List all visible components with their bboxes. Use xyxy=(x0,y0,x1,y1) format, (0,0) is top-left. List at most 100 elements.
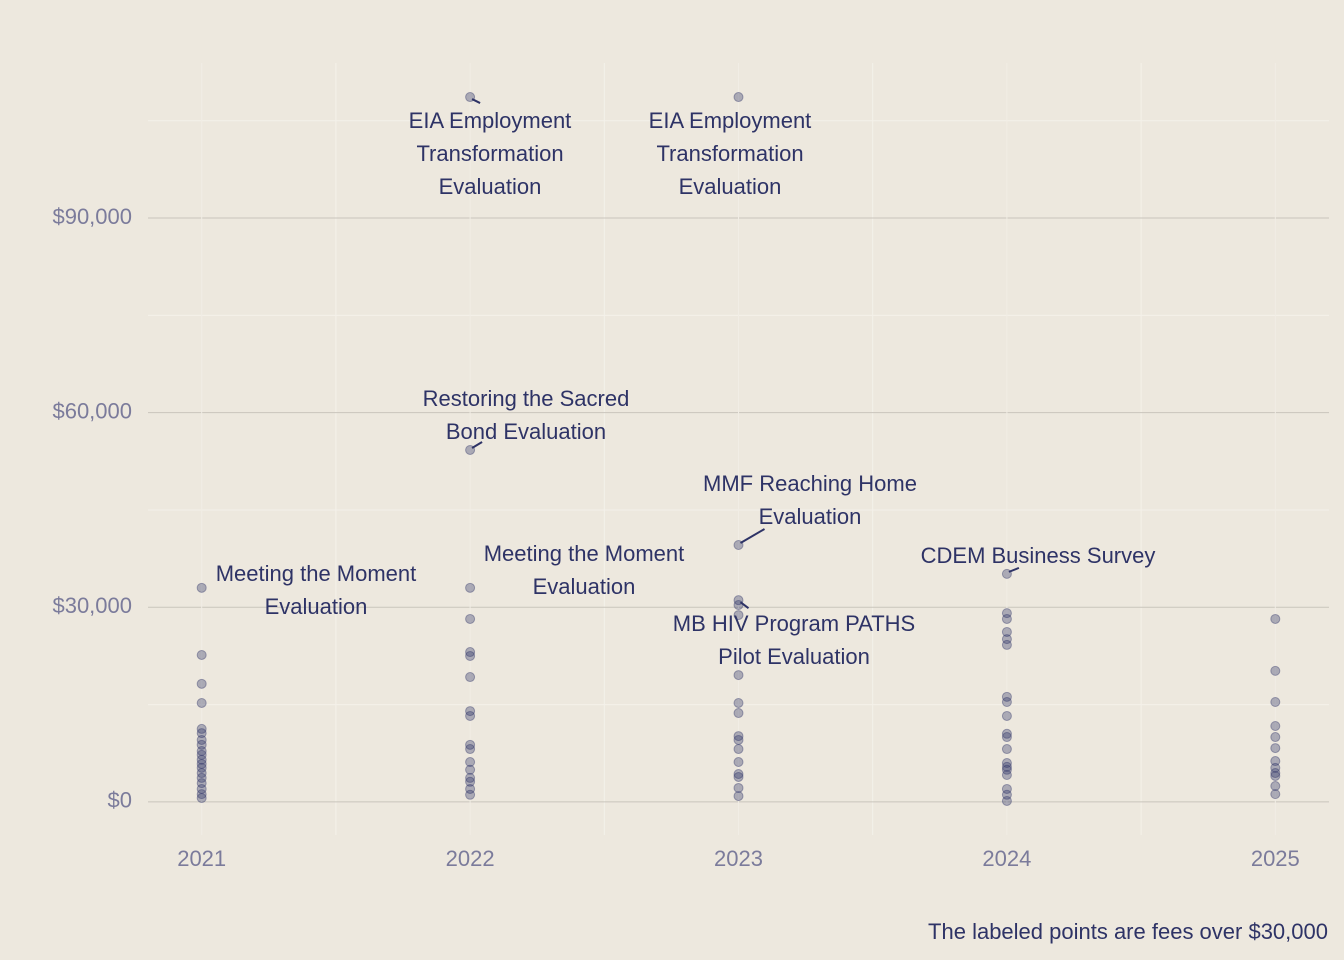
point xyxy=(465,706,476,717)
point xyxy=(733,769,744,780)
annotation: CDEM Business Survey xyxy=(920,542,1156,568)
point xyxy=(1001,789,1012,800)
point xyxy=(196,778,207,789)
point xyxy=(1001,710,1012,721)
point xyxy=(465,783,476,794)
point xyxy=(196,768,207,779)
point xyxy=(1270,743,1281,754)
point xyxy=(196,728,207,739)
y-tick-label: $0 xyxy=(108,788,132,813)
point xyxy=(465,710,476,721)
y-tick-label: $60,000 xyxy=(52,398,132,423)
point xyxy=(196,739,207,750)
annotation: EIA Employment Transformation Evaluation xyxy=(648,107,812,199)
point xyxy=(1001,764,1012,775)
point xyxy=(1001,728,1012,739)
point xyxy=(196,734,207,745)
x-tick-label: 2024 xyxy=(982,846,1031,871)
point xyxy=(465,739,476,750)
y-tick-label: $30,000 xyxy=(52,593,132,618)
point xyxy=(196,758,207,769)
point xyxy=(1270,721,1281,732)
annotation: Restoring the Sacred Bond Evaluation xyxy=(422,385,630,444)
connector xyxy=(1008,566,1020,573)
point xyxy=(196,783,207,794)
point xyxy=(196,582,207,593)
y-tick-label: $90,000 xyxy=(52,204,132,229)
point xyxy=(1270,665,1281,676)
point xyxy=(1001,634,1012,645)
annotation: MB HIV Program PATHS Pilot Evaluation xyxy=(672,610,916,669)
point xyxy=(196,678,207,689)
x-tick-label: 2025 xyxy=(1251,846,1300,871)
x-tick-label: 2023 xyxy=(714,846,763,871)
point xyxy=(733,92,744,103)
point xyxy=(196,754,207,765)
point xyxy=(465,744,476,755)
connector xyxy=(471,441,483,449)
point xyxy=(1001,732,1012,743)
caption: The labeled points are fees over $30,000 xyxy=(928,919,1328,944)
point xyxy=(1270,768,1281,779)
point xyxy=(196,793,207,804)
point xyxy=(1001,757,1012,768)
point xyxy=(196,762,207,773)
point xyxy=(733,731,744,742)
point xyxy=(465,757,476,768)
point xyxy=(733,708,744,719)
point xyxy=(465,764,476,775)
point xyxy=(465,613,476,624)
point xyxy=(1001,761,1012,772)
point xyxy=(733,610,744,621)
point xyxy=(465,672,476,683)
point xyxy=(1001,697,1012,708)
point xyxy=(1001,691,1012,702)
point xyxy=(1001,626,1012,637)
point xyxy=(465,582,476,593)
point xyxy=(1001,769,1012,780)
point xyxy=(733,744,744,755)
point xyxy=(465,650,476,661)
point xyxy=(1001,783,1012,794)
point xyxy=(465,647,476,658)
point xyxy=(733,782,744,793)
point xyxy=(733,670,744,681)
point xyxy=(196,789,207,800)
connector xyxy=(739,528,766,544)
point xyxy=(1001,608,1012,619)
point xyxy=(733,791,744,802)
point xyxy=(1270,613,1281,624)
point xyxy=(1270,770,1281,781)
point xyxy=(1270,756,1281,767)
point xyxy=(1001,639,1012,650)
annotation: MMF Reaching Home Evaluation xyxy=(703,470,917,529)
annotation: Meeting the Moment Evaluation xyxy=(483,540,685,599)
connector xyxy=(739,601,750,609)
point xyxy=(1001,795,1012,806)
annotation: EIA Employment Transformation Evaluation xyxy=(408,107,572,199)
point xyxy=(1001,613,1012,624)
point xyxy=(196,772,207,783)
point xyxy=(733,697,744,708)
point xyxy=(196,749,207,760)
point xyxy=(196,723,207,734)
point xyxy=(196,649,207,660)
point xyxy=(465,789,476,800)
point xyxy=(1270,762,1281,773)
point xyxy=(196,745,207,756)
point xyxy=(1001,744,1012,755)
point xyxy=(465,772,476,783)
point xyxy=(733,757,744,768)
point xyxy=(196,697,207,708)
annotation: Meeting the Moment Evaluation xyxy=(215,560,417,619)
x-tick-label: 2022 xyxy=(446,846,495,871)
point xyxy=(1270,732,1281,743)
point xyxy=(1270,789,1281,800)
connector xyxy=(471,98,481,104)
point xyxy=(1270,781,1281,792)
point xyxy=(465,776,476,787)
point xyxy=(1270,697,1281,708)
point xyxy=(733,734,744,745)
